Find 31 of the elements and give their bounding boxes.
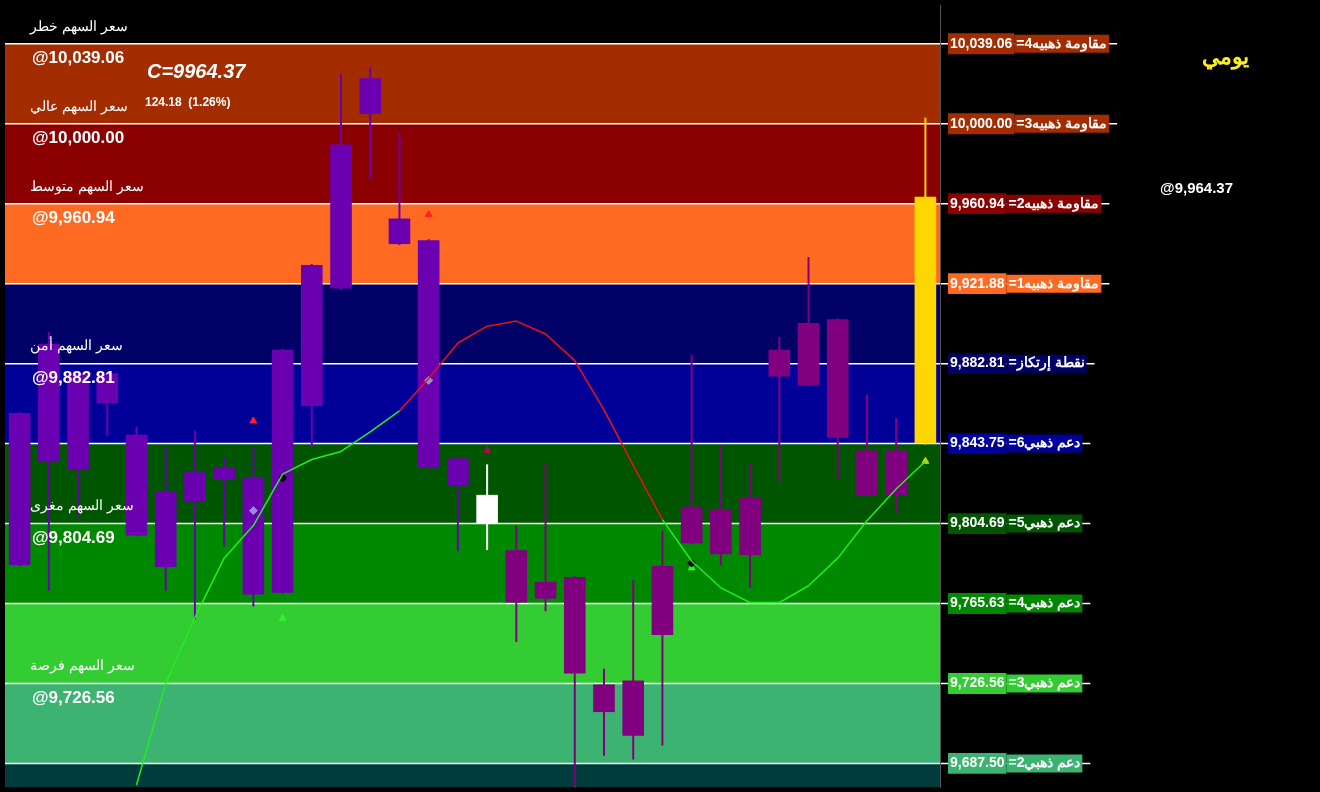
candlestick: [534, 463, 557, 612]
y-tick-label: 10,000.00: [950, 114, 1013, 131]
y-tick-label: 9,726.56: [950, 674, 1005, 691]
y-tick-label: 9,843.75: [950, 434, 1005, 451]
ref-line-label: مقاومة ذهبيه2=: [1008, 194, 1100, 212]
ref-line-label: مقاومة ذهبيه4=: [1016, 34, 1108, 52]
y-tick-label: 9,882.81: [950, 354, 1005, 371]
text: @9,964.37: [1160, 178, 1234, 196]
text: يومي: [1201, 44, 1249, 71]
y-tick-label: 9,687.50: [950, 754, 1005, 771]
ref-line-label: دعم ذهبي2=: [1008, 754, 1081, 772]
annotation: 124.18 (1.26%): [145, 95, 231, 110]
y-tick-label: 9,804.69: [950, 514, 1005, 531]
y-tick-label: 10,039.06: [950, 34, 1013, 51]
ref-line-label: دعم ذهبي4=: [1008, 594, 1081, 612]
y-tick-label: 9,960.94: [950, 194, 1005, 211]
annotation: C=9964.37: [147, 59, 247, 82]
ref-line-label: دعم ذهبي5=: [1008, 514, 1081, 532]
ref-line-label: نقطة إرتكاز=: [1008, 354, 1085, 373]
candlestick: [213, 457, 235, 547]
y-tick-label: 9,765.63: [950, 594, 1005, 611]
ref-line-label: دعم ذهبي6=: [1008, 434, 1081, 452]
point: [278, 613, 287, 621]
ref-line-label: دعم ذهبي3=: [1008, 674, 1081, 692]
ref-line-label: مقاومة ذهبيه3=: [1016, 114, 1108, 132]
point: [483, 445, 492, 453]
point: [424, 210, 433, 218]
y-tick-label: 9,921.88: [950, 274, 1005, 291]
point: [248, 506, 258, 516]
ref-line-label: مقاومة ذهبيه1=: [1008, 274, 1100, 292]
point: [249, 416, 258, 424]
